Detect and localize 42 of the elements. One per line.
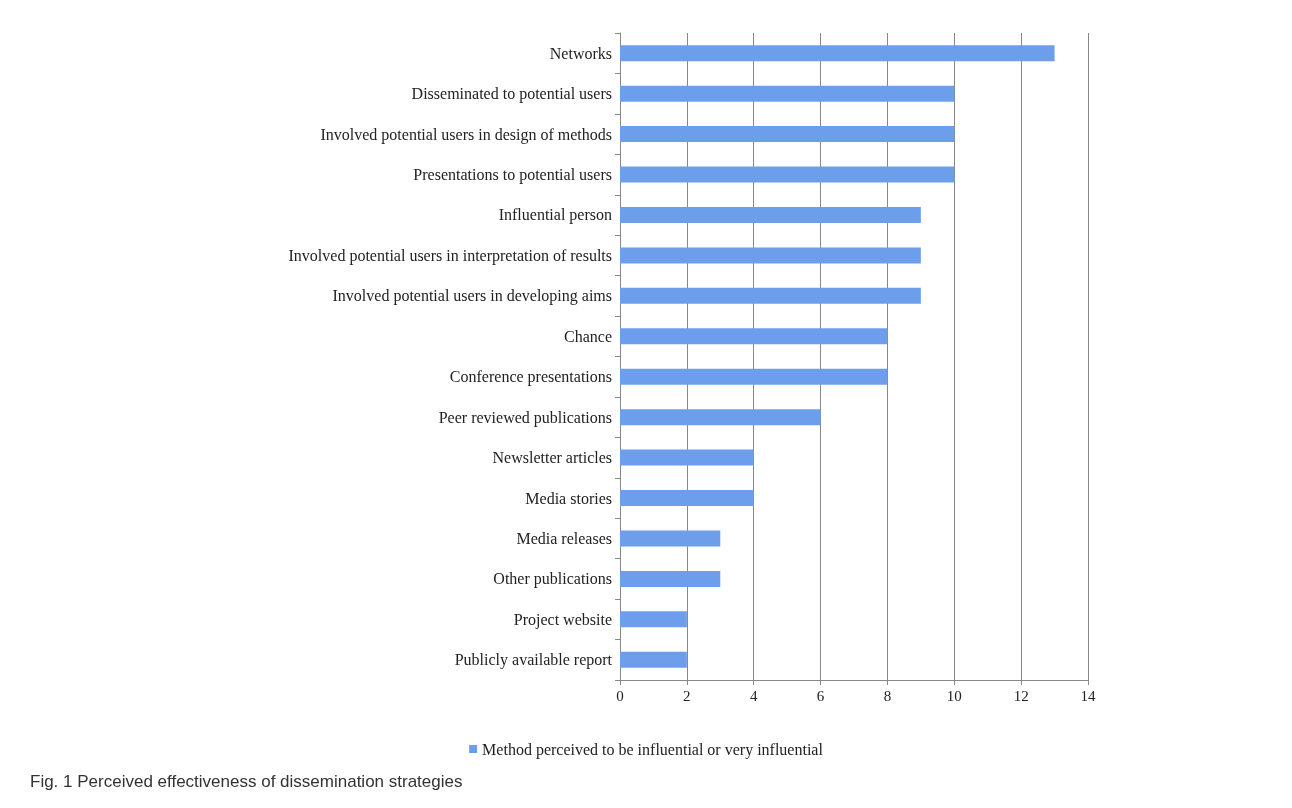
y-tick-label: Publicly available report xyxy=(454,651,613,670)
y-tick-label: Involved potential users in developing aims xyxy=(332,287,612,306)
x-tick-label: 6 xyxy=(816,687,825,704)
y-tick-label: Disseminated to potential users xyxy=(411,85,612,104)
x-tick-label: 14 xyxy=(1080,687,1096,704)
y-tick-label: Influential person xyxy=(498,206,612,225)
x-tick-label: 0 xyxy=(616,687,624,704)
y-tick-label: Newsletter articles xyxy=(492,449,612,467)
y-tick-label: Involved potential users in interpretation of results xyxy=(288,246,612,265)
bar xyxy=(620,166,955,183)
x-tick-label: 12 xyxy=(1013,687,1029,704)
bar xyxy=(620,368,888,385)
y-tick-label: Conference presentations xyxy=(449,368,612,387)
x-tick-label: 8 xyxy=(883,687,892,704)
y-tick-label: Project website xyxy=(513,610,612,629)
y-tick-label: Networks xyxy=(549,44,612,62)
bar xyxy=(620,570,721,587)
bar xyxy=(620,85,955,102)
y-tick-label: Peer reviewed publications xyxy=(438,408,612,427)
bar xyxy=(620,206,921,223)
bar xyxy=(620,287,921,304)
bar xyxy=(620,45,1055,62)
legend-label: Method perceived to be influential or very influential xyxy=(482,740,824,759)
y-tick-label: Involved potential users in design of methods xyxy=(320,125,612,144)
y-tick-label: Other publications xyxy=(493,570,612,589)
bar xyxy=(620,611,687,628)
bar xyxy=(620,490,754,507)
y-tick-label: Chance xyxy=(564,327,612,345)
y-tick-label: Media stories xyxy=(525,489,612,507)
bar xyxy=(620,409,821,426)
y-tick-label: Media releases xyxy=(516,529,612,547)
caption: Fig. 1 Perceived effectiveness of dissemination strategies xyxy=(30,772,463,791)
bar xyxy=(620,449,754,466)
bar xyxy=(620,247,921,264)
y-tick-label: Presentations to potential users xyxy=(413,166,612,185)
x-tick-label: 2 xyxy=(683,687,691,704)
bar xyxy=(620,530,721,547)
bar xyxy=(620,651,687,668)
bar xyxy=(620,328,888,345)
x-tick-label: 10 xyxy=(946,687,962,704)
x-tick-label: 4 xyxy=(749,687,758,704)
bar xyxy=(620,126,955,143)
